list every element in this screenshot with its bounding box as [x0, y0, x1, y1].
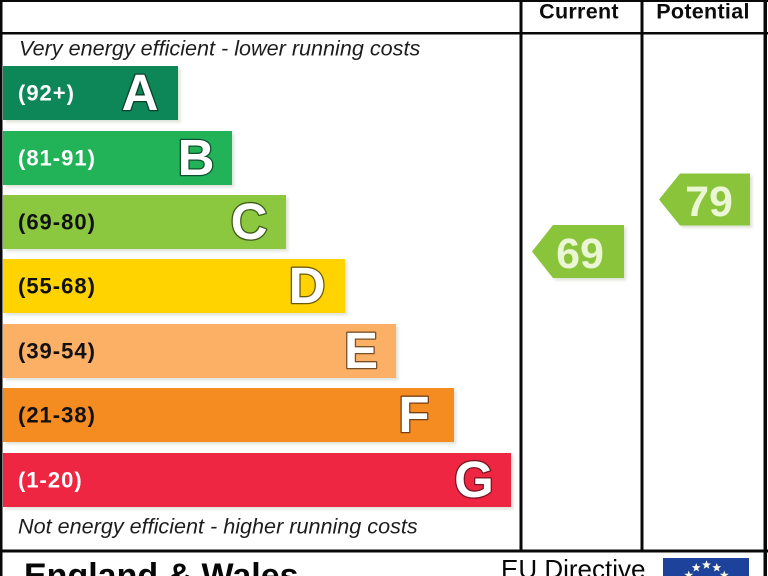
svg-text:(21-38): (21-38): [18, 403, 96, 428]
svg-text:(69-80): (69-80): [18, 210, 96, 235]
svg-text:A: A: [122, 64, 159, 121]
svg-text:(55-68): (55-68): [18, 274, 96, 299]
svg-text:E: E: [344, 322, 378, 379]
svg-text:Not energy efficient - higher: Not energy efficient - higher running co…: [18, 514, 418, 539]
svg-text:Current: Current: [539, 0, 619, 24]
svg-text:F: F: [398, 386, 429, 443]
svg-text:(92+): (92+): [18, 81, 75, 106]
svg-text:C: C: [231, 193, 268, 250]
svg-text:G: G: [454, 451, 494, 508]
svg-text:Very energy efficient - lower: Very energy efficient - lower running co…: [19, 36, 420, 61]
svg-text:69: 69: [556, 230, 604, 278]
svg-text:(39-54): (39-54): [18, 339, 96, 364]
svg-text:D: D: [289, 257, 326, 314]
svg-text:79: 79: [685, 178, 733, 226]
svg-text:Potential: Potential: [656, 0, 750, 24]
svg-text:(1-20): (1-20): [18, 468, 83, 493]
svg-text:(81-91): (81-91): [18, 146, 96, 171]
svg-text:EU Directive: EU Directive: [501, 554, 645, 576]
svg-text:B: B: [178, 129, 215, 186]
svg-text:England & Wales: England & Wales: [24, 557, 299, 576]
